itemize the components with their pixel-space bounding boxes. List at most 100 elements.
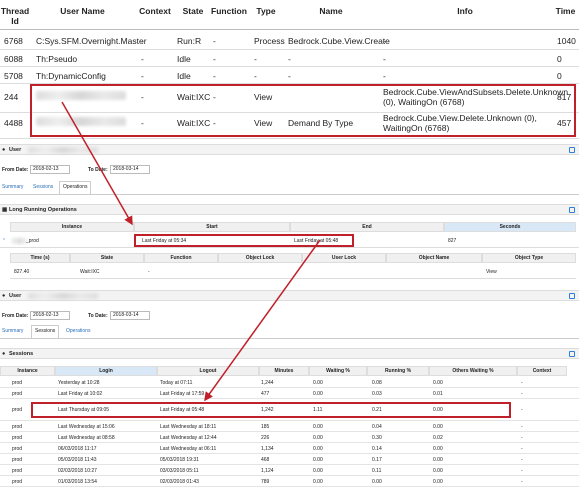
table-row[interactable]: prod 05/03/2018 11:43 05/03/2018 19:31 4… <box>0 454 579 465</box>
refresh-icon[interactable] <box>569 147 575 153</box>
col-waiting[interactable]: Waiting % <box>309 366 367 376</box>
table-row[interactable]: prod Last Friday at 10:02 Last Friday at… <box>0 388 579 399</box>
table-row[interactable]: prod Last Thursday at 09:05 Last Friday … <box>0 399 579 421</box>
tab-sessions[interactable]: Sessions <box>31 325 60 339</box>
thread-id: 4488 <box>4 118 23 128</box>
col-state[interactable]: State <box>70 253 144 263</box>
col-user-name[interactable]: User Name <box>60 6 105 16</box>
to-date-label: To Date: <box>88 313 108 319</box>
cell-context: - <box>521 391 523 397</box>
col-function[interactable]: Function <box>144 253 218 263</box>
arrow-line <box>61 101 133 226</box>
col-login[interactable]: Login <box>55 366 157 376</box>
col-seconds[interactable]: Seconds <box>444 222 576 232</box>
cell-logout: 05/03/2018 19:31 <box>160 457 199 463</box>
export-icon[interactable] <box>569 207 575 213</box>
cell-others: 0.01 <box>433 391 443 397</box>
user-name: Th:Pseudo <box>36 54 78 64</box>
arrow-line <box>204 239 321 402</box>
from-date-input[interactable]: 2018-02-13 <box>30 311 70 320</box>
tab-operations[interactable]: Operations <box>59 181 92 195</box>
table-row[interactable]: prod Last Wednesday at 08:58 Last Wednes… <box>0 432 579 443</box>
state: Idle <box>177 71 191 81</box>
operations-table: Instance Start End Seconds ⌃ _prod Last … <box>0 222 579 282</box>
to-date-input[interactable]: 2018-03-14 <box>110 165 150 174</box>
col-type[interactable]: Type <box>256 6 276 16</box>
expand-icon[interactable]: ⌃ <box>2 238 7 244</box>
from-date-input[interactable]: 2018-02-13 <box>30 165 70 174</box>
cell-others: 0.00 <box>433 424 443 430</box>
function: - <box>213 71 216 81</box>
cell-login: Last Thursday at 09:05 <box>58 407 110 413</box>
function: - <box>213 118 216 128</box>
cell-logout: Last Friday at 17:59 <box>160 391 205 397</box>
cell-running: 0.04 <box>372 424 382 430</box>
detail-time: 827.40 <box>14 269 30 275</box>
col-end[interactable]: End <box>290 222 444 232</box>
table-row[interactable]: prod 06/03/2018 11:17 Last Wednesday at … <box>0 443 579 454</box>
highlight-box <box>30 84 576 137</box>
info: - <box>383 36 386 46</box>
section-title: Long Running Operations <box>9 207 77 213</box>
cell-running: 0.11 <box>372 468 382 474</box>
table-row[interactable]: prod Last Wednesday at 15:06 Last Wednes… <box>0 421 579 432</box>
tab-operations[interactable]: Operations <box>66 328 91 334</box>
context: - <box>141 54 144 64</box>
info: - <box>383 54 386 64</box>
tab-sessions[interactable]: Sessions <box>33 184 54 190</box>
col-time-s[interactable]: Time (s) <box>10 253 70 263</box>
thread-id: 244 <box>4 92 19 102</box>
name: - <box>288 54 291 64</box>
col-running[interactable]: Running % <box>367 366 429 376</box>
user-panel-header: ● User <box>0 144 579 155</box>
col-context[interactable]: Context <box>139 6 171 16</box>
col-time[interactable]: Time <box>555 6 576 16</box>
col-user-lock[interactable]: User Lock <box>302 253 386 263</box>
tab-summary[interactable]: Summary <box>2 328 24 334</box>
col-object-lock[interactable]: Object Lock <box>218 253 302 263</box>
col-minutes[interactable]: Minutes <box>259 366 309 376</box>
col-instance[interactable]: Instance <box>10 222 134 232</box>
cell-running: 0.00 <box>372 479 382 485</box>
cell-waiting: 0.00 <box>313 468 323 474</box>
col-instance[interactable]: Instance <box>0 366 55 376</box>
col-function[interactable]: Function <box>211 6 247 16</box>
col-context[interactable]: Context <box>517 366 567 376</box>
cell-context: - <box>521 446 523 452</box>
col-object-name[interactable]: Object Name <box>386 253 482 263</box>
cell-instance: prod <box>12 391 23 397</box>
table-row[interactable]: prod 02/03/2018 10:27 03/03/2018 05:11 1… <box>0 465 579 476</box>
col-state[interactable]: State <box>182 6 204 16</box>
cell-instance: prod <box>12 457 23 463</box>
refresh-icon[interactable] <box>569 293 575 299</box>
export-icon[interactable] <box>569 351 575 357</box>
long-running-header: ▦ Long Running Operations <box>0 204 579 215</box>
sessions-table: Instance Login Logout Minutes Waiting % … <box>0 366 579 500</box>
cell-minutes: 1,244 <box>261 380 274 386</box>
cell-login: 02/03/2018 10:27 <box>58 468 97 474</box>
col-others-waiting[interactable]: Others Waiting % <box>429 366 517 376</box>
cell-login: Last Wednesday at 08:58 <box>58 435 115 441</box>
thread-id: 5708 <box>4 71 23 81</box>
col-info[interactable]: Info <box>457 6 473 16</box>
table-row[interactable]: prod 01/03/2018 13:54 02/03/2018 01:43 7… <box>0 476 579 487</box>
type: Process <box>254 36 285 46</box>
col-object-type[interactable]: Object Type <box>482 253 576 263</box>
context: - <box>141 71 144 81</box>
panel-title: User <box>9 293 22 299</box>
user-panel-header: ● User <box>0 290 579 301</box>
name: Bedrock.Cube.View.Create <box>288 36 390 46</box>
col-logout[interactable]: Logout <box>157 366 259 376</box>
cell-minutes: 1,124 <box>261 468 274 474</box>
cell-minutes: 226 <box>261 435 270 441</box>
col-name[interactable]: Name <box>319 6 343 16</box>
col-thread-id[interactable]: Thread Id <box>0 6 30 26</box>
table-row[interactable]: prod Yesterday at 10:28 Today at 07:11 1… <box>0 377 579 388</box>
to-date-input[interactable]: 2018-03-14 <box>110 311 150 320</box>
cell-waiting: 1.11 <box>313 407 323 413</box>
cell-waiting: 0.00 <box>313 380 323 386</box>
col-start[interactable]: Start <box>134 222 290 232</box>
thread-id: 6768 <box>4 36 23 46</box>
time: 1040 <box>557 36 576 46</box>
tab-summary[interactable]: Summary <box>2 184 24 190</box>
